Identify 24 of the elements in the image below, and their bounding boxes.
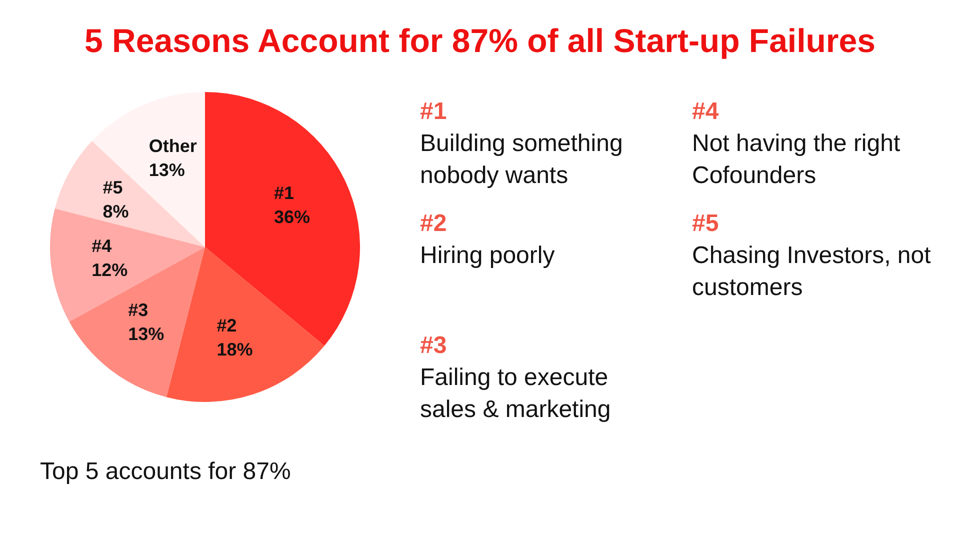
data-label: 8%	[102, 202, 129, 222]
slice-label: #2	[216, 315, 237, 336]
slice-label: #4	[92, 236, 112, 256]
text: Not having the right Cofounders	[692, 129, 902, 191]
text: 5 Reasons Account for 87% of all Start-up Failures	[84, 22, 876, 60]
slice-label: Other	[148, 136, 197, 156]
text: #5	[692, 209, 720, 239]
text: #4	[692, 97, 720, 127]
data-label: 13%	[128, 324, 164, 344]
slice-label: #1	[274, 183, 294, 204]
text: #2	[420, 209, 448, 239]
text: Hiring poorly	[420, 241, 556, 271]
data-label: 12%	[92, 260, 128, 280]
text: Chasing Investors, not customers	[692, 241, 932, 303]
data-label: 13%	[148, 160, 185, 180]
text: Failing to execute sales & marketing	[420, 363, 612, 425]
slice-label: #5	[102, 178, 123, 198]
text: #1	[420, 97, 448, 127]
data-label: 36%	[274, 207, 310, 228]
data-label: 18%	[216, 339, 253, 360]
text: #3	[420, 331, 448, 361]
text: Building something nobody wants	[420, 129, 624, 191]
slice-label: #3	[128, 300, 148, 320]
text: Top 5 accounts for 87%	[40, 458, 291, 486]
